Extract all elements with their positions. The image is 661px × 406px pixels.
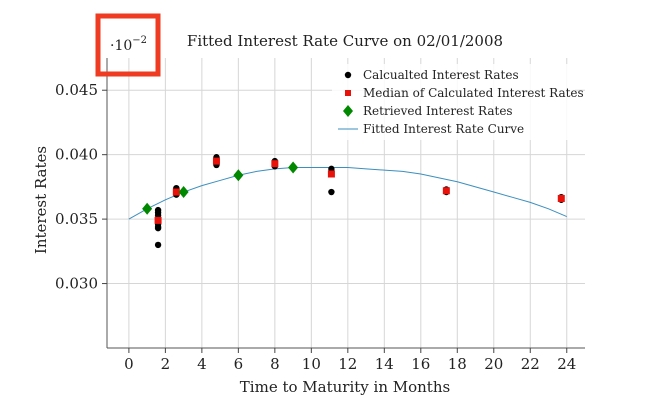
median-rate-point: [271, 160, 279, 168]
median-rate-point: [212, 157, 220, 165]
series-layer: [128, 154, 567, 249]
legend-square-marker: [345, 90, 351, 96]
calculated-rate-point: [154, 241, 162, 249]
legend-label-retrieved: Retrieved Interest Rates: [363, 104, 513, 118]
multiplier-exponent: −2: [132, 35, 147, 46]
legend-entry-retrieved: Retrieved Interest Rates: [343, 104, 513, 118]
x-axis-label: Time to Maturity in Months: [240, 378, 450, 396]
chart-title: Fitted Interest Rate Curve on 02/01/2008: [187, 32, 503, 50]
x-tick-label: 22: [521, 355, 540, 373]
median-rate-point: [557, 194, 565, 202]
x-tick-label: 2: [161, 355, 171, 373]
x-tick-label: 18: [448, 355, 467, 373]
legend-background: [332, 64, 575, 140]
retrieved-rate-point: [142, 202, 153, 215]
legend-circle-marker: [344, 71, 352, 79]
median-rate-point: [172, 188, 180, 196]
median-rate-point: [442, 187, 450, 195]
legend-entry-calculated: Calcualted Interest Rates: [344, 68, 519, 82]
legend-label-fitted: Fitted Interest Rate Curve: [363, 122, 524, 136]
x-tick-label: 10: [302, 355, 321, 373]
legend-label-median: Median of Calculated Interest Rates: [363, 86, 584, 100]
calculated-rate-point: [154, 224, 162, 232]
y-tick-label: 0.030: [55, 275, 98, 293]
fitted-curve-line: [128, 167, 567, 220]
x-tick-label: 24: [557, 355, 576, 373]
legend: Calcualted Interest Rates Median of Calc…: [332, 64, 584, 140]
svg-text:·10−2: ·10−2: [110, 35, 147, 54]
median-rate-point: [327, 170, 335, 178]
x-tick-label: 16: [411, 355, 430, 373]
axes-frame: [106, 58, 585, 349]
x-tick-label: 6: [234, 355, 244, 373]
legend-entry-median: Median of Calculated Interest Rates: [345, 86, 584, 100]
scale-multiplier: ·10−2: [95, 13, 161, 77]
x-axis-ticks: 0 2 4 6 8 10 12 14 16 18 20 22 24: [124, 348, 576, 373]
calculated-rate-point: [328, 188, 335, 196]
legend-diamond-marker: [343, 105, 353, 117]
legend-label-calculated: Calcualted Interest Rates: [363, 68, 519, 82]
x-tick-label: 14: [375, 355, 394, 373]
retrieved-rate-point: [178, 186, 189, 199]
retrieved-rate-point: [233, 169, 244, 182]
x-tick-label: 8: [270, 355, 280, 373]
highlight-box: [95, 13, 161, 77]
y-tick-label: 0.045: [55, 81, 98, 99]
legend-entry-fitted: Fitted Interest Rate Curve: [338, 122, 524, 136]
y-axis-label: Interest Rates: [32, 146, 50, 254]
x-tick-label: 0: [124, 355, 134, 373]
y-tick-label: 0.040: [55, 146, 98, 164]
x-tick-label: 12: [338, 355, 357, 373]
x-tick-label: 20: [484, 355, 503, 373]
y-axis-ticks: 0.030 0.035 0.040 0.045: [55, 81, 107, 293]
retrieved-rate-point: [288, 161, 299, 174]
multiplier-base: ·10: [110, 38, 132, 54]
x-tick-label: 4: [197, 355, 207, 373]
median-rate-point: [154, 216, 162, 224]
y-tick-label: 0.035: [55, 210, 98, 228]
